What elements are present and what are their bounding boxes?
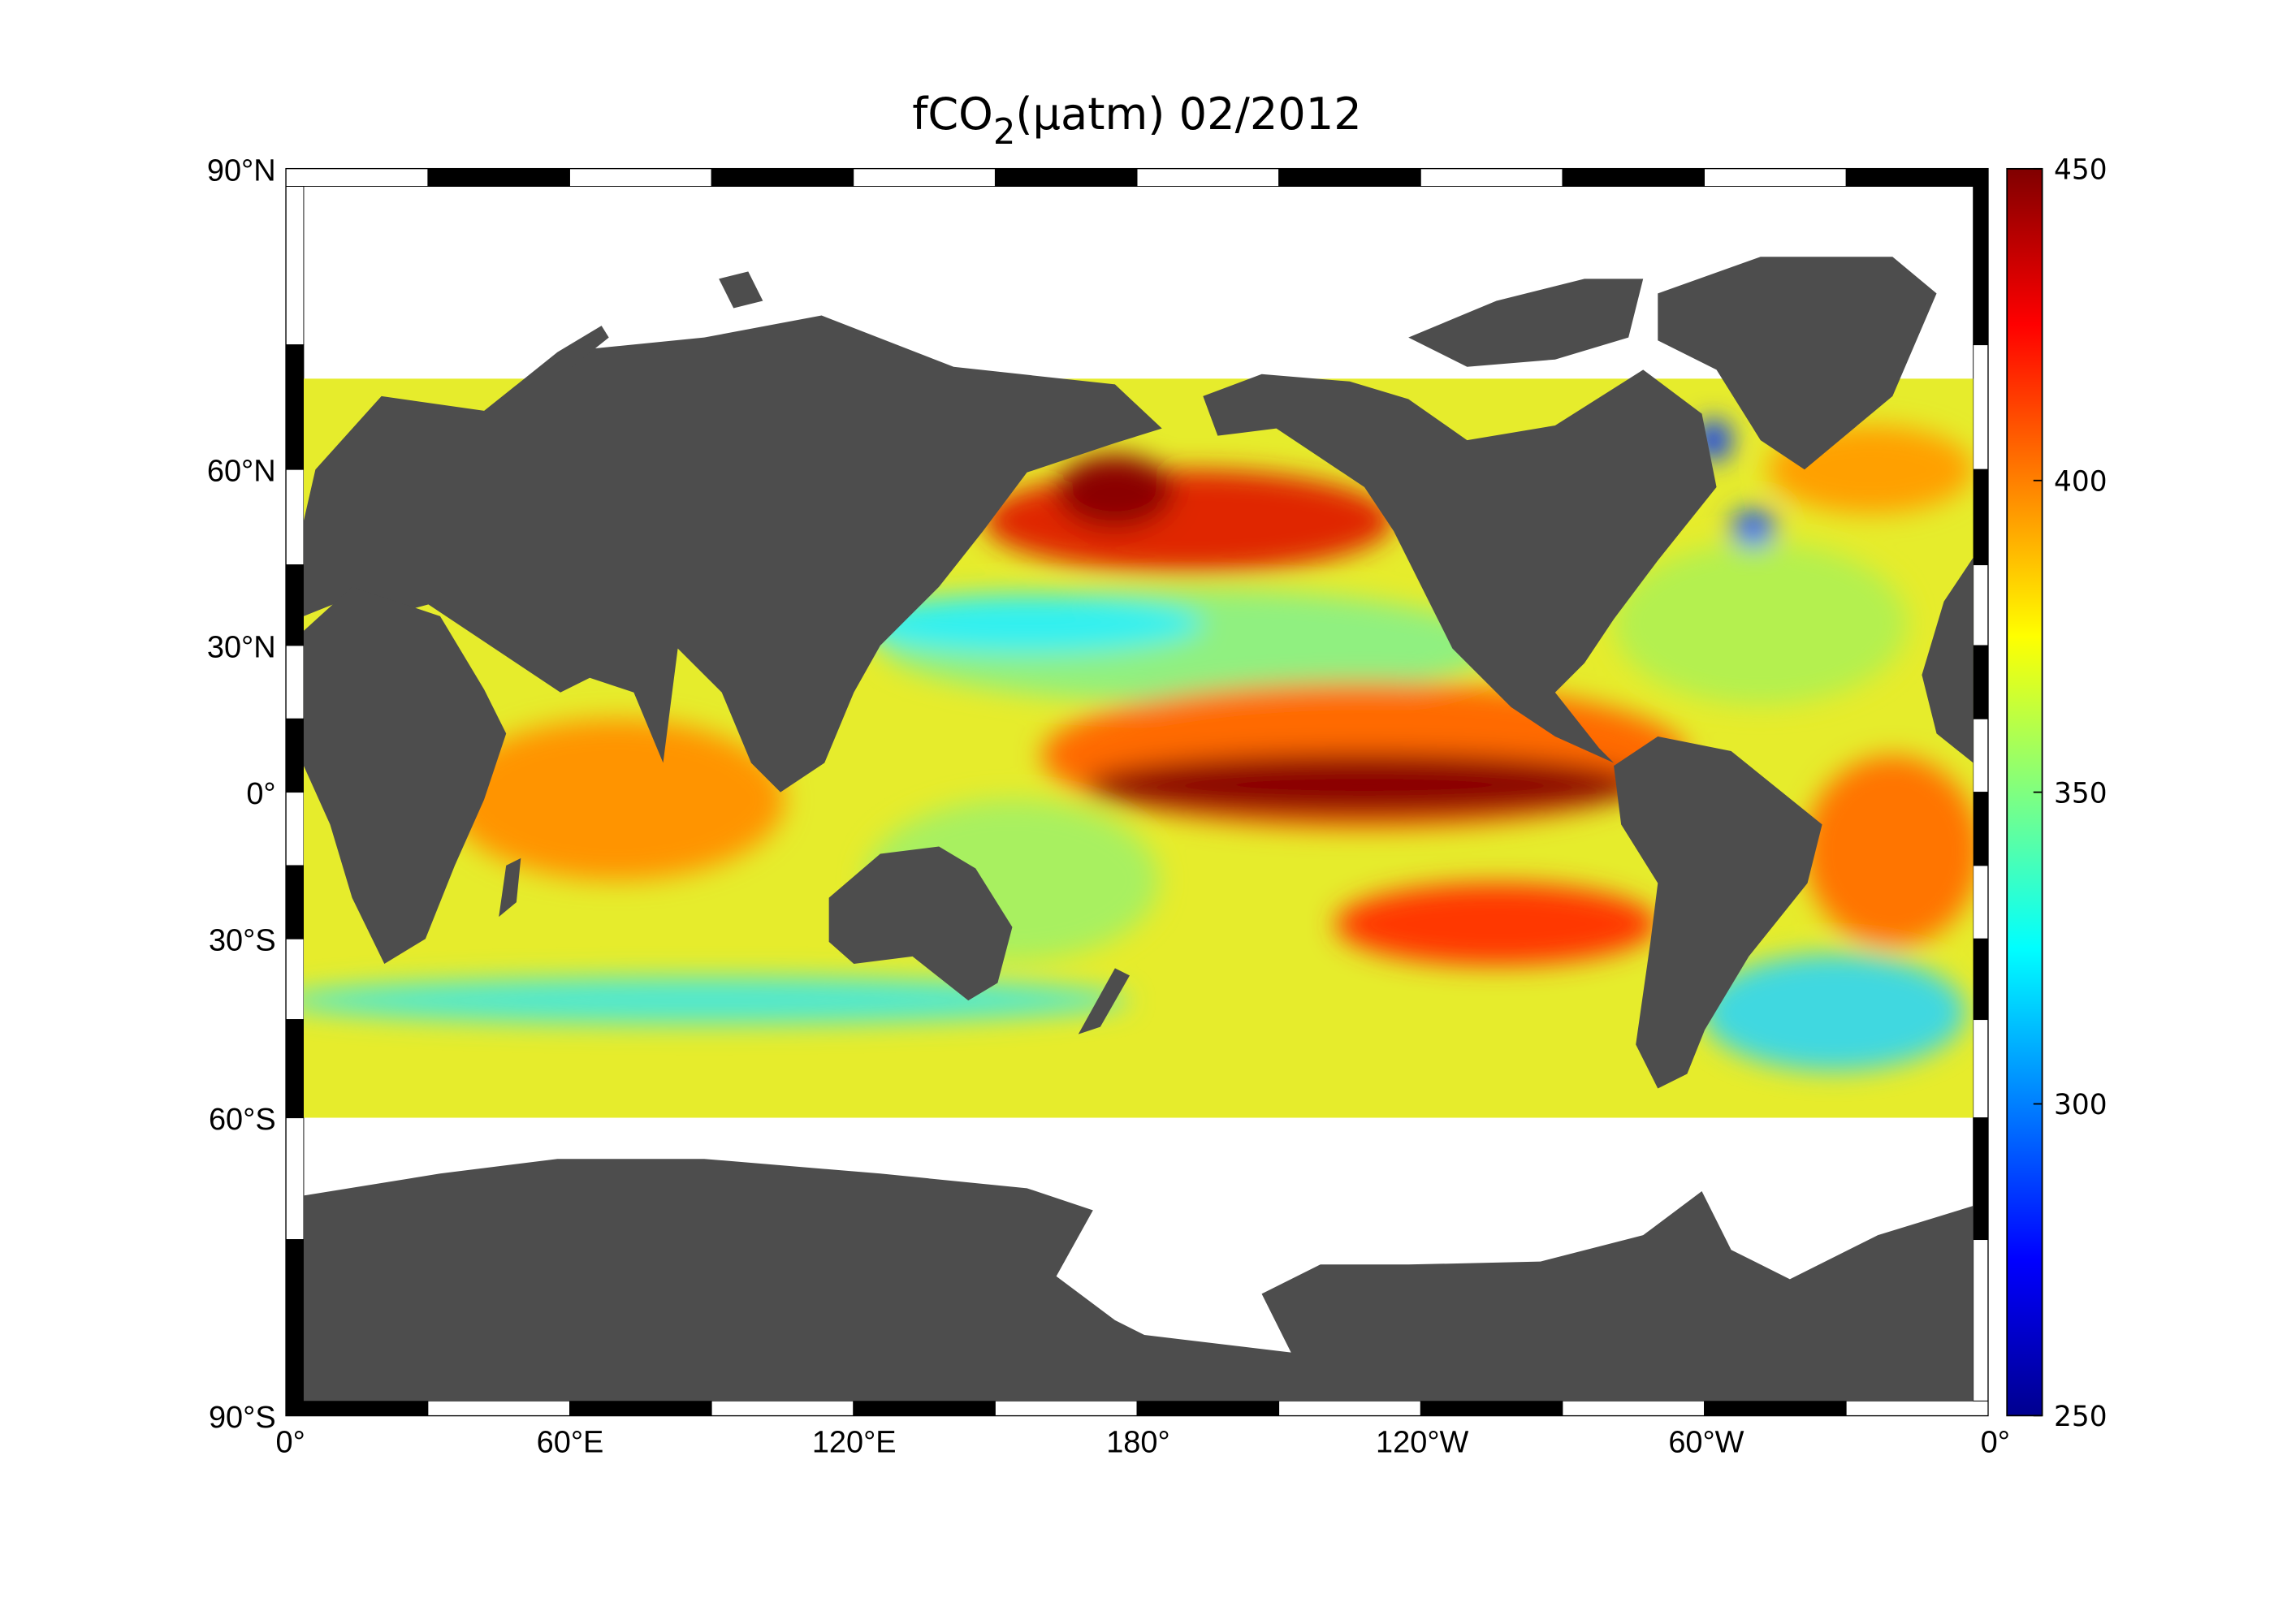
north-atlantic-green xyxy=(1614,542,1908,705)
land-novaya-zemlya xyxy=(557,326,609,367)
land-north-america xyxy=(1203,369,1717,763)
colorbar-ticks: 250 300 350 400 450 xyxy=(2033,154,2108,1433)
colorbar-tick-label: 350 xyxy=(2054,777,2108,810)
longitude-tick-label: 180° xyxy=(1106,1426,1169,1460)
bottom-strip-segment xyxy=(569,1400,712,1416)
bottom-strip-segment xyxy=(994,1400,1138,1416)
left-strip-segment xyxy=(285,469,305,566)
land-west-africa xyxy=(1922,557,1974,763)
colorbar-tick-label: 300 xyxy=(2054,1089,2108,1121)
southern-ocean-cyan-east xyxy=(1701,953,1966,1071)
top-strip-segment xyxy=(1704,168,1847,187)
land-eurasia xyxy=(303,315,1162,793)
colorbar-tick-label: 250 xyxy=(2054,1401,2108,1433)
right-strip-segment xyxy=(1973,1117,1989,1241)
right-strip-segment xyxy=(1973,1239,1989,1402)
bottom-strip-segment xyxy=(1420,1400,1563,1416)
land-australia xyxy=(828,846,1013,1001)
bottom-strip-segment xyxy=(427,1400,570,1416)
land-canadian-archipelago xyxy=(1408,279,1644,367)
longitude-tick-label: 0° xyxy=(276,1426,305,1460)
right-strip-segment xyxy=(1973,645,1989,719)
top-strip-segment xyxy=(569,168,712,187)
left-strip-segment xyxy=(285,1239,305,1402)
bottom-strip-segment xyxy=(1136,1400,1280,1416)
latitude-tick-label: 60°S xyxy=(209,1103,276,1137)
left-strip-segment xyxy=(285,1117,305,1241)
bottom-strip-segment xyxy=(1562,1400,1706,1416)
left-strip-segment xyxy=(285,564,305,646)
top-strip-segment xyxy=(1136,168,1280,187)
bottom-strip-segment xyxy=(1278,1400,1421,1416)
land-madagascar xyxy=(499,857,521,918)
top-strip-segment xyxy=(1420,168,1563,187)
colorbar-tick-label: 400 xyxy=(2054,465,2108,498)
bottom-strip-segment xyxy=(1704,1400,1847,1416)
top-strip-segment xyxy=(285,168,429,187)
southern-ocean-cyan-west xyxy=(303,977,1130,1025)
land-africa xyxy=(303,586,507,964)
right-strip-segment xyxy=(1973,938,1989,1021)
top-strip-segment xyxy=(1278,168,1421,187)
right-strip-segment xyxy=(1973,564,1989,646)
left-strip-segment xyxy=(285,865,305,939)
southeast-pacific-red xyxy=(1334,883,1658,965)
indian-ocean-orange xyxy=(447,719,785,880)
right-strip-segment xyxy=(1973,344,1989,470)
left-strip-segment xyxy=(285,645,305,719)
bering-sea-max xyxy=(1056,455,1174,529)
longitude-tick-label: 60°W xyxy=(1668,1426,1744,1460)
left-strip-segment xyxy=(285,718,305,793)
colorbar-tick-label: 450 xyxy=(2054,154,2108,187)
north-pacific-red xyxy=(983,469,1394,572)
left-strip-segment xyxy=(285,938,305,1021)
left-strip-segment xyxy=(285,186,305,346)
right-strip-segment xyxy=(1973,718,1989,793)
longitude-tick-labels: 0° 60°E 120°E 180° 120°W 60°W 0° xyxy=(276,1426,2010,1460)
right-strip-segment xyxy=(1973,186,1989,346)
chart-title: fCO2(µatm) 02/2012 xyxy=(912,89,1362,153)
bottom-strip-segment xyxy=(711,1400,854,1416)
latitude-tick-label: 30°S xyxy=(209,924,276,958)
latitude-tick-labels: 90°N 60°N 30°N 0° 30°S 60°S 90°S xyxy=(207,153,276,1434)
north-pacific-cyan xyxy=(850,594,1204,653)
equatorial-pacific-max xyxy=(1085,752,1644,818)
longitude-tick-label: 120°E xyxy=(812,1426,897,1460)
land-greenland xyxy=(1658,257,1937,470)
right-strip-segment xyxy=(1973,865,1989,939)
top-strip-segment xyxy=(1845,168,1989,187)
newfoundland-blue xyxy=(1731,510,1775,546)
top-strip-segment xyxy=(1562,168,1706,187)
bottom-strip-segment xyxy=(853,1400,996,1416)
land-south-america xyxy=(1614,736,1822,1089)
land-new-zealand xyxy=(1078,968,1130,1034)
bottom-strip-segment xyxy=(1845,1400,1989,1416)
left-strip-segment xyxy=(285,792,305,866)
longitude-tick-label: 60°E xyxy=(537,1426,604,1460)
right-strip-segment xyxy=(1973,792,1989,866)
top-strip-segment xyxy=(427,168,570,187)
frame-border-strips xyxy=(285,168,1989,1416)
top-strip-segment xyxy=(853,168,996,187)
right-strip-segment xyxy=(1973,1019,1989,1119)
latitude-tick-label: 90°N xyxy=(207,153,276,188)
top-strip-segment xyxy=(994,168,1138,187)
bottom-strip-segment xyxy=(285,1400,429,1416)
land-svalbard xyxy=(719,271,763,309)
land-masses xyxy=(303,257,1974,1402)
latitude-tick-label: 90°S xyxy=(209,1401,276,1435)
longitude-tick-label: 120°W xyxy=(1376,1426,1468,1460)
latitude-tick-label: 60°N xyxy=(207,455,276,489)
land-antarctica xyxy=(303,1159,1974,1402)
left-strip-segment xyxy=(285,1019,305,1119)
left-strip-segment xyxy=(285,344,305,470)
top-strip-segment xyxy=(711,168,854,187)
south-atlantic-orange xyxy=(1804,755,1974,947)
right-strip-segment xyxy=(1973,469,1989,566)
longitude-tick-label: 0° xyxy=(1981,1426,2010,1460)
latitude-tick-label: 30°N xyxy=(207,630,276,664)
latitude-tick-label: 0° xyxy=(246,777,275,811)
